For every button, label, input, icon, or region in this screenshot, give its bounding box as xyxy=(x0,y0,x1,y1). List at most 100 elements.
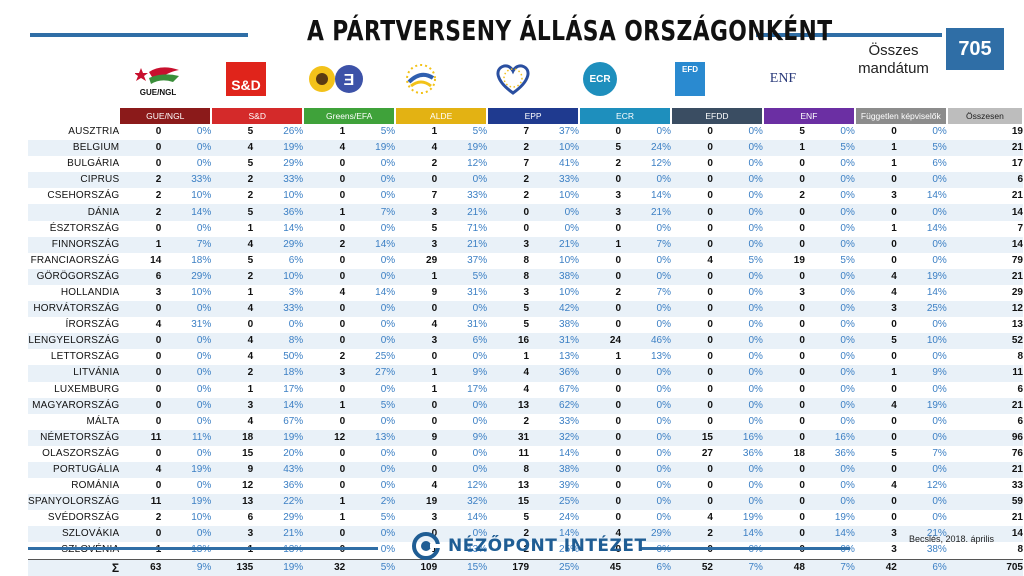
seat-count: 0 xyxy=(615,383,622,395)
seat-percent: 0% xyxy=(656,415,671,427)
seat-count: 4 xyxy=(211,140,254,157)
seat-count: 9 xyxy=(431,286,438,298)
seat-percent: 0% xyxy=(932,319,947,331)
seat-count: 13 xyxy=(211,494,254,511)
seat-count: 0 xyxy=(155,158,162,170)
total-cell: 29 xyxy=(1011,286,1023,298)
seat-percent: 36% xyxy=(253,204,304,221)
seat-count: 1 xyxy=(339,512,346,524)
seat-count: 0 xyxy=(854,204,897,221)
seat-count: 0 xyxy=(579,429,622,446)
seat-percent: 0% xyxy=(713,542,762,559)
alde-figures-icon xyxy=(406,64,436,94)
seat-count: 8 xyxy=(487,461,530,479)
total-cell: 21 xyxy=(1011,512,1023,524)
seat-count: 5 xyxy=(247,254,254,266)
seat-percent: 31% xyxy=(191,319,212,331)
seat-percent: 20% xyxy=(283,447,304,459)
column-header: S&D xyxy=(211,108,305,124)
seat-percent: 25% xyxy=(375,351,396,363)
table-row: NÉMETORSZÁG 11 11% 18 19% 12 13% 9 9% 31 32% 0 0% 15 1… xyxy=(28,429,1023,446)
seat-percent: 21% xyxy=(529,236,580,253)
total-cell: 6 xyxy=(1017,415,1023,427)
seat-count: 0 xyxy=(670,397,713,414)
country-name: OLASZORSZÁG xyxy=(42,447,120,459)
seat-count: 0 xyxy=(762,301,805,318)
seat-count: 0 xyxy=(670,461,713,479)
seat-percent: 0% xyxy=(656,254,671,266)
seat-percent: 0% xyxy=(345,172,396,189)
seat-percent: 10% xyxy=(283,190,304,202)
country-name: DÁNIA xyxy=(28,204,120,221)
seat-count: 1 xyxy=(119,236,162,253)
seat-count: 11 xyxy=(518,447,530,459)
table-row: LUXEMBURG 0 0% 1 17% 0 0% 1 17% 4 67% 0 0% 0 0% 0 0% 0 0% 6 xyxy=(28,382,1023,398)
seat-percent: 14% xyxy=(253,397,304,414)
seat-percent: 24% xyxy=(621,140,671,157)
seat-percent: 10% xyxy=(896,333,947,350)
seat-percent: 11% xyxy=(161,429,212,446)
seat-percent: 0% xyxy=(437,397,488,414)
seat-count: 0 xyxy=(119,301,162,318)
seat-percent: 10% xyxy=(191,512,212,524)
table-row: BULGÁRIA 0 0% 5 29% 0 0% 2 12% 7 41% 2 12% 0 0% 0 0% 1 6% 1… xyxy=(28,156,1023,172)
gue-ngl-logo: GUE/NGL xyxy=(128,58,188,100)
seat-percent: 29% xyxy=(161,268,212,285)
table-row: CIPRUS 2 33% 2 33% 0 0% 0 0% 2 33% 0 0% 0 0% 0 0% 0 0% 6 xyxy=(28,172,1023,189)
total-cell: 96 xyxy=(946,429,1023,446)
country-name: FRANCIAORSZÁG xyxy=(30,254,120,266)
seat-percent: 0% xyxy=(345,301,396,318)
seat-percent: 36% xyxy=(834,447,855,459)
seat-count: 0 xyxy=(339,383,346,395)
seat-count: 0 xyxy=(155,222,162,234)
seat-count: 0 xyxy=(395,461,438,479)
seat-percent: 19% xyxy=(834,512,855,524)
seat-percent: 22% xyxy=(253,494,304,511)
seat-count: 0 xyxy=(799,319,805,331)
seat-count: 0 xyxy=(762,494,805,511)
seat-percent: 6% xyxy=(621,558,671,576)
table-row: SZLOVÁKIA 0 0% 3 21% 0 0% 0 0% 2 14% 4 29% 2 14% 0 14% 3 2… xyxy=(28,526,1023,543)
seat-percent: 0% xyxy=(748,319,763,331)
title-line-left xyxy=(30,33,248,37)
seat-percent: 0% xyxy=(896,461,947,479)
seat-count: 0 xyxy=(303,461,346,479)
seat-percent: 0% xyxy=(656,512,671,524)
seat-count: 0 xyxy=(615,222,622,234)
seat-count: 4 xyxy=(211,236,254,253)
seat-percent: 0% xyxy=(804,301,855,318)
seat-count: 0 xyxy=(854,494,897,511)
table-row: LITVÁNIA 0 0% 2 18% 3 27% 1 9% 4 36% 0 0% 0 0% 0 0% 1 9% 11 xyxy=(28,365,1023,382)
seat-percent: 0% xyxy=(161,526,212,543)
seat-count: 4 xyxy=(247,351,254,363)
seat-count: 0 xyxy=(579,494,622,511)
seat-count: 1 xyxy=(762,140,805,157)
seat-count: 1 xyxy=(891,158,897,170)
seat-count: 1 xyxy=(615,351,622,363)
seat-count: 135 xyxy=(211,558,254,576)
seat-percent: 0% xyxy=(656,126,671,138)
seat-count: 2 xyxy=(523,190,530,202)
seat-count: 0 xyxy=(670,333,713,350)
country-name: ÉSZTORSZÁG xyxy=(49,222,120,234)
seat-count: 2 xyxy=(119,172,162,189)
country-name: HOLLANDIA xyxy=(60,286,120,298)
seat-percent: 46% xyxy=(621,333,671,350)
seat-percent: 13% xyxy=(467,544,488,556)
seat-count: 4 xyxy=(431,480,438,492)
seat-count: 2 xyxy=(247,190,254,202)
seat-count: 4 xyxy=(155,319,162,331)
seat-count: 0 xyxy=(670,140,713,157)
seat-percent: 0% xyxy=(161,140,212,157)
seat-percent: 21% xyxy=(253,526,304,543)
seat-count: 0 xyxy=(854,461,897,479)
seat-count: 0 xyxy=(891,512,897,524)
header-spacer xyxy=(28,108,121,124)
seat-percent: 5% xyxy=(380,126,396,138)
seat-count: 18 xyxy=(211,429,254,446)
seat-percent: 0% xyxy=(840,383,855,395)
seat-percent: 14% xyxy=(529,526,580,543)
seat-percent: 0% xyxy=(712,461,763,479)
seat-percent: 15% xyxy=(437,558,488,576)
seat-count: 2 xyxy=(119,204,162,221)
